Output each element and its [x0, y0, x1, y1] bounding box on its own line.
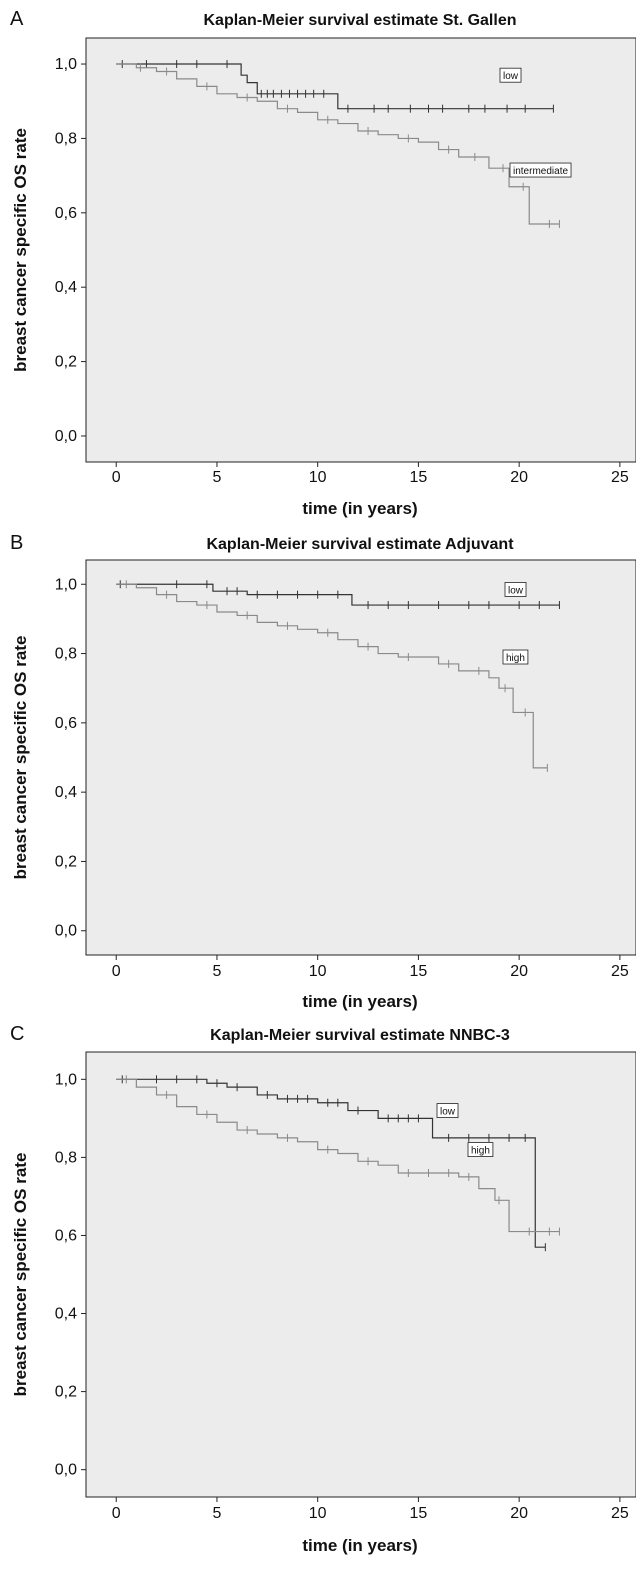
x-tick-label: 5	[212, 963, 221, 980]
legend-label: high	[506, 653, 525, 664]
y-axis-label: breast cancer specific OS rate	[11, 1153, 30, 1397]
x-tick-label: 15	[410, 469, 428, 486]
y-tick-label: 0,2	[55, 853, 77, 870]
y-tick-label: 1,0	[55, 1071, 77, 1088]
y-tick-label: 0,8	[55, 1149, 77, 1166]
legend-box	[436, 1103, 459, 1118]
legend-box	[504, 582, 527, 597]
plot-area	[85, 1051, 636, 1498]
y-tick-label: 0,6	[55, 1227, 77, 1244]
survival-curve	[116, 1078, 560, 1233]
chart-panel: B Kaplan-Meier survival estimate Adjuvant…	[10, 532, 636, 1011]
x-tick-label: 25	[611, 1505, 629, 1522]
chart-panel: A Kaplan-Meier survival estimate St. Gall…	[10, 8, 636, 518]
x-tick-label: 20	[510, 1505, 528, 1522]
y-tick-label: 1,0	[55, 576, 77, 593]
y-tick-label: 0,6	[55, 205, 77, 222]
x-tick-label: 15	[410, 963, 428, 980]
y-tick-label: 0,8	[55, 646, 77, 663]
legend-label: high	[471, 1146, 490, 1157]
y-tick-label: 1,0	[55, 56, 77, 73]
x-tick-label: 5	[212, 469, 221, 486]
x-tick-label: 0	[112, 963, 121, 980]
legend-box	[509, 162, 572, 178]
x-tick-label: 10	[309, 469, 327, 486]
plot-area	[85, 37, 636, 463]
chart-panel: C Kaplan-Meier survival estimate NNBC-3 ti…	[10, 1023, 636, 1555]
x-tick-label: 20	[510, 963, 528, 980]
legend-label: intermediate	[513, 166, 568, 177]
chart-title: Kaplan-Meier survival estimate NNBC-3	[210, 1027, 510, 1044]
y-tick-label: 0,4	[55, 1306, 77, 1323]
legend-box	[499, 67, 522, 83]
x-tick-label: 25	[611, 469, 629, 486]
legend-label: low	[508, 585, 524, 596]
y-tick-label: 0,2	[55, 354, 77, 371]
panel-label: A	[10, 8, 24, 30]
panel-label: C	[10, 1023, 24, 1045]
survival-curve	[116, 63, 554, 110]
x-axis-label: time (in years)	[302, 1536, 417, 1555]
survival-curve	[116, 1078, 546, 1248]
y-tick-label: 0,4	[55, 279, 77, 296]
x-axis-label: time (in years)	[302, 499, 417, 518]
x-tick-label: 10	[309, 1505, 327, 1522]
legend-label: low	[503, 71, 519, 82]
plot-area	[85, 559, 636, 956]
y-tick-label: 0,2	[55, 1384, 77, 1401]
x-tick-label: 5	[212, 1505, 221, 1522]
x-tick-label: 10	[309, 963, 327, 980]
y-tick-label: 0,0	[55, 923, 77, 940]
x-tick-label: 25	[611, 963, 629, 980]
survival-curve	[116, 583, 560, 606]
x-axis-label: time (in years)	[302, 992, 417, 1011]
x-tick-label: 0	[112, 1505, 121, 1522]
panel-label: B	[10, 532, 23, 554]
y-tick-label: 0,0	[55, 428, 77, 445]
y-tick-label: 0,0	[55, 1462, 77, 1479]
legend-box	[502, 649, 529, 665]
legend-box	[467, 1142, 494, 1157]
y-axis-label: breast cancer specific OS rate	[11, 636, 30, 880]
y-tick-label: 0,8	[55, 130, 77, 147]
legend-label: low	[440, 1107, 456, 1118]
y-tick-label: 0,4	[55, 784, 77, 801]
x-tick-label: 0	[112, 469, 121, 486]
chart-title: Kaplan-Meier survival estimate St. Galle…	[203, 12, 516, 29]
y-tick-label: 0,6	[55, 715, 77, 732]
chart-title: Kaplan-Meier survival estimate Adjuvant	[206, 536, 514, 553]
y-axis-label: breast cancer specific OS rate	[11, 128, 30, 372]
x-tick-label: 15	[410, 1505, 428, 1522]
x-tick-label: 20	[510, 469, 528, 486]
